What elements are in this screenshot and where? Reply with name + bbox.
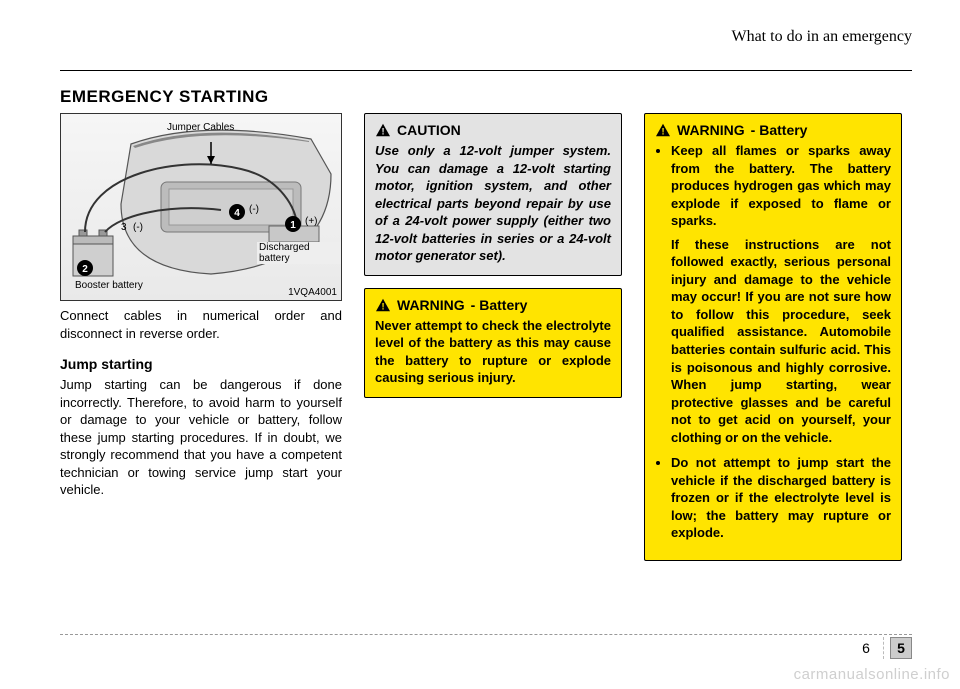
page-number: 6 5 <box>855 637 912 659</box>
svg-text:1: 1 <box>290 220 296 231</box>
svg-text:!: ! <box>381 301 384 311</box>
diagram-svg: 1 2 4 <box>61 114 342 301</box>
list-item: Do not attempt to jump start the vehicle… <box>671 454 891 542</box>
list-item: Keep all flames or sparks away from the … <box>671 142 891 446</box>
warning2-title-row: ! WARNING - Battery <box>655 122 891 138</box>
warning2-list: Keep all flames or sparks away from the … <box>655 142 891 542</box>
section-heading: EMERGENCY STARTING <box>60 87 912 107</box>
warning2-item-0: Keep all flames or sparks away from the … <box>671 143 891 228</box>
page-right: 5 <box>890 637 912 659</box>
diagram-marker-3: 3 <box>121 222 127 233</box>
svg-text:!: ! <box>661 127 664 137</box>
svg-text:!: ! <box>381 127 384 137</box>
warning-box-battery-1: ! WARNING - Battery Never attempt to che… <box>364 288 622 398</box>
jump-starting-body: Jump starting can be dangerous if done i… <box>60 376 342 499</box>
header-rule <box>60 70 912 71</box>
caution-body: Use only a 12-volt jumper system. You ca… <box>375 142 611 265</box>
diagram-marker-1-sign: (+) <box>305 216 318 227</box>
jump-start-diagram: 1 2 4 Jumper Cables Discharged battery B… <box>60 113 342 301</box>
warning-triangle-icon: ! <box>375 123 391 137</box>
warning1-title-row: ! WARNING - Battery <box>375 297 611 313</box>
diagram-marker-4-sign: (-) <box>249 204 259 215</box>
jump-starting-subhead: Jump starting <box>60 356 342 372</box>
warning-box-battery-2: ! WARNING - Battery Keep all flames or s… <box>644 113 902 561</box>
footer-rule <box>60 634 912 635</box>
warning1-title: WARNING <box>397 297 465 313</box>
svg-text:2: 2 <box>82 264 88 275</box>
watermark: carmanualsonline.info <box>794 666 950 683</box>
warning-triangle-icon: ! <box>655 123 671 137</box>
warning1-suffix: - Battery <box>471 297 528 313</box>
column-3: ! WARNING - Battery Keep all flames or s… <box>644 113 902 573</box>
diagram-code: 1VQA4001 <box>288 287 337 298</box>
caution-box: ! CAUTION Use only a 12-volt jumper syst… <box>364 113 622 276</box>
warning1-body: Never attempt to check the electrolyte l… <box>375 317 611 387</box>
column-1: 1 2 4 Jumper Cables Discharged battery B… <box>60 113 342 573</box>
chapter-title: What to do in an emergency <box>60 28 912 46</box>
caution-title: CAUTION <box>397 122 461 138</box>
column-2: ! CAUTION Use only a 12-volt jumper syst… <box>364 113 622 573</box>
warning2-title: WARNING <box>677 122 745 138</box>
diagram-marker-3-sign: (-) <box>133 222 143 233</box>
diagram-label-discharged: Discharged battery <box>257 242 341 264</box>
page-left: 6 <box>855 637 877 659</box>
warning2-suffix: - Battery <box>751 122 808 138</box>
warning2-item-2: Do not attempt to jump start the vehicle… <box>671 455 891 540</box>
diagram-label-jumper: Jumper Cables <box>167 122 234 133</box>
caution-title-row: ! CAUTION <box>375 122 611 138</box>
diagram-label-booster: Booster battery <box>75 280 143 291</box>
diagram-caption: Connect cables in numerical order and di… <box>60 307 342 342</box>
page-sep <box>883 637 884 659</box>
warning-triangle-icon: ! <box>375 298 391 312</box>
svg-text:4: 4 <box>234 208 240 219</box>
warning2-item-1: If these instructions are not followed e… <box>671 236 891 447</box>
